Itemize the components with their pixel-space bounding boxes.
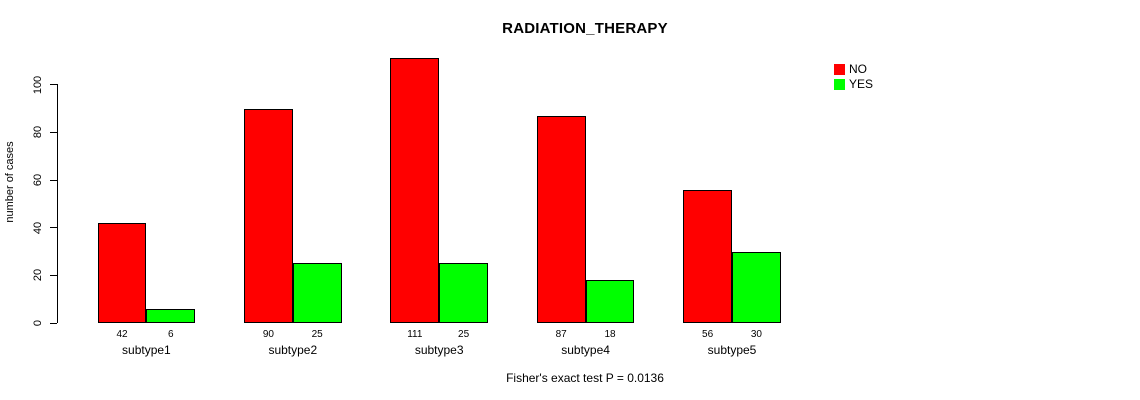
y-axis-label: number of cases [4,141,16,223]
legend-swatch-no [834,64,845,75]
bar-value-label: 111 [407,329,423,340]
bar-no-subtype3 [390,58,440,323]
y-axis-line [57,84,58,323]
y-tick-mark [50,322,57,324]
legend-row-yes: YES [834,78,873,91]
bar-no-subtype5 [683,189,732,323]
bar-yes-subtype4 [585,280,635,323]
bar-no-subtype2 [244,108,293,323]
category-label-subtype4: subtype4 [561,343,610,357]
bar-yes-subtype3 [439,263,488,323]
bar-no-subtype1 [97,222,147,323]
y-tick-label: 80 [32,126,44,139]
legend: NO YES [834,63,873,91]
y-tick-label: 60 [32,173,44,187]
bar-value-label: 6 [168,329,174,340]
legend-label: YES [849,77,874,91]
bar-value-label: 42 [116,329,128,340]
bar-yes-subtype2 [292,263,342,323]
y-tick-label: 40 [32,221,44,234]
y-tick-mark [50,179,57,181]
bar-value-label: 90 [262,329,274,340]
bar-value-label: 25 [311,329,323,340]
category-label-subtype2: subtype2 [268,343,318,357]
bar-yes-subtype1 [146,308,196,323]
bar-value-label: 30 [750,329,762,340]
y-tick-mark [50,84,57,86]
legend-row-no: NO [834,63,873,76]
legend-swatch-yes [834,79,845,90]
y-tick-label: 100 [32,75,44,94]
bar-no-subtype4 [536,115,586,323]
y-tick-mark [50,274,57,276]
footer-stats-text: Fisher's exact test P = 0.0136 [506,371,664,385]
category-label-subtype5: subtype5 [707,343,757,357]
bar-value-label: 87 [555,329,567,340]
y-tick-mark [50,227,57,229]
bar-value-label: 25 [458,329,470,340]
legend-label: NO [849,62,867,76]
bar-value-label: 56 [702,329,714,340]
y-tick-label: 0 [32,319,44,327]
bar-value-label: 18 [604,329,616,340]
category-label-subtype1: subtype1 [122,343,171,357]
category-label-subtype3: subtype3 [414,343,464,357]
chart-title: RADIATION_THERAPY [502,20,668,37]
y-tick-label: 20 [32,269,44,282]
y-tick-mark [50,131,57,133]
bar-yes-subtype5 [732,251,781,323]
